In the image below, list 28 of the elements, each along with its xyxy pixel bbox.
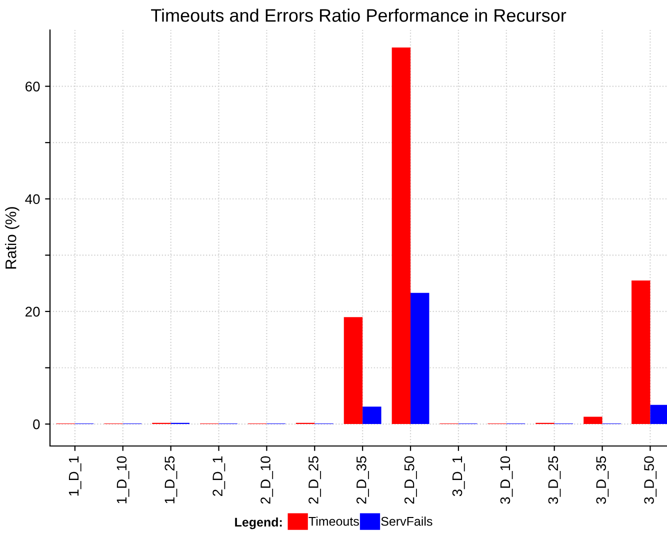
- y-tick-label: 40: [25, 194, 40, 204]
- y-tick-label: 0: [33, 419, 40, 430]
- chart-title: Timeouts and Errors Ratio Performance in Recursor: [151, 8, 566, 22]
- bar: [392, 47, 411, 424]
- bar: [362, 406, 382, 424]
- x-tick-label: 1_D_10: [116, 456, 130, 504]
- x-tick-label: 3_D_35: [596, 456, 609, 504]
- legend-title: Legend:: [235, 517, 282, 530]
- x-tick-label: 2_D_35: [356, 456, 369, 504]
- x-tick-label: 2_D_50: [404, 456, 417, 504]
- legend-label: Timeouts: [308, 516, 359, 526]
- x-tick-label: 3_D_50: [644, 456, 657, 504]
- legend-label: ServFails: [381, 516, 432, 526]
- bar: [344, 317, 363, 424]
- x-tick-label: 3_D_1: [452, 456, 465, 496]
- bar: [584, 416, 602, 424]
- y-tick-label: 20: [26, 306, 40, 317]
- x-tick-label: 2_D_10: [260, 456, 274, 504]
- x-tick-label: 1_D_25: [164, 456, 178, 504]
- x-tick-label: 2_D_1: [212, 456, 226, 496]
- bar: [632, 280, 650, 424]
- x-tick-label: 3_D_25: [548, 456, 561, 504]
- y-tick-label: 60: [26, 82, 40, 92]
- x-tick-label: 2_D_25: [308, 456, 321, 504]
- x-tick-label: 1_D_1: [68, 456, 82, 496]
- y-axis-title: Ratio (%): [5, 207, 20, 269]
- bar: [410, 292, 430, 424]
- x-tick-label: 3_D_10: [500, 456, 513, 504]
